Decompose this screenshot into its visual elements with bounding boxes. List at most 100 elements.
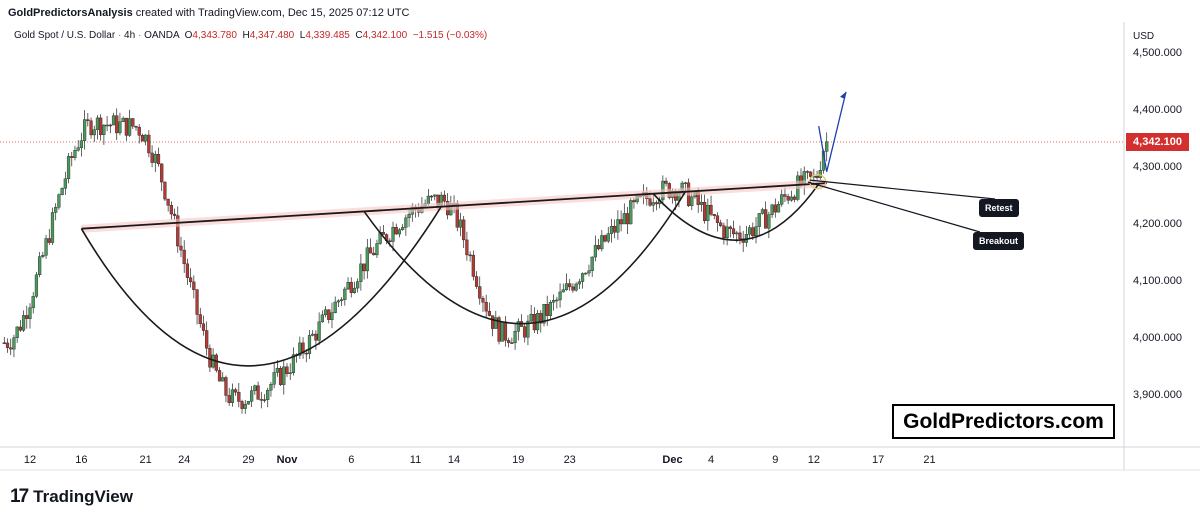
candle-body	[230, 389, 234, 403]
candle-body	[28, 307, 32, 319]
symbol-name: Gold Spot / U.S. Dollar	[14, 30, 116, 41]
cup-curve-left[interactable]	[80, 206, 442, 367]
x-tick-label: 11	[410, 454, 421, 466]
candle-body	[375, 243, 379, 256]
candle-body	[320, 314, 324, 323]
candle-body	[468, 254, 472, 257]
candle-body	[108, 124, 112, 127]
candle-body	[748, 227, 752, 235]
candle-body	[513, 331, 517, 344]
candle-body	[102, 124, 106, 135]
candle-body	[243, 403, 247, 409]
candle-body	[552, 299, 556, 303]
candle-body	[484, 301, 488, 312]
projection-arrow[interactable]	[818, 91, 847, 172]
x-tick-label: 29	[242, 454, 254, 466]
candle-body	[227, 395, 231, 403]
last-price-label: 4,342.100	[1126, 133, 1189, 151]
candle-body	[523, 326, 527, 338]
candle-body	[751, 227, 755, 237]
candle-body	[442, 194, 447, 202]
retest-note[interactable]: Retest	[979, 199, 1019, 217]
candle-body	[275, 367, 279, 373]
x-tick-label: 23	[564, 454, 576, 466]
candle-body	[73, 150, 77, 158]
candle-body	[256, 385, 260, 400]
candle-body	[571, 286, 575, 291]
candle-body	[760, 209, 765, 214]
cup-curve-middle[interactable]	[363, 191, 687, 325]
candle-body	[105, 124, 109, 127]
candle-body	[214, 354, 218, 371]
candle-body	[54, 207, 58, 213]
candle-body	[481, 298, 485, 303]
candle-body	[311, 333, 315, 336]
x-tick-label: 21	[140, 454, 152, 466]
candle-body	[288, 372, 292, 374]
x-tick-label: 24	[178, 454, 190, 466]
candle-body	[266, 389, 270, 400]
candle-body	[825, 141, 829, 152]
candle-body	[95, 117, 100, 130]
publish-header: GoldPredictorsAnalysis created with Trad…	[8, 7, 410, 19]
candle-body	[500, 321, 504, 342]
candle-body	[805, 171, 810, 173]
candle-body	[134, 126, 138, 128]
tradingview-brand[interactable]: 17 TradingView	[10, 486, 133, 508]
candle-body	[349, 282, 353, 293]
candle-body	[269, 384, 273, 391]
candle-body	[262, 399, 267, 401]
candle-body	[291, 354, 296, 373]
candle-body	[471, 254, 475, 277]
candle-body	[706, 204, 710, 221]
retest-pointer	[809, 179, 996, 200]
currency-label[interactable]: USD	[1133, 31, 1155, 42]
candle-body	[2, 342, 6, 344]
candle-body	[156, 154, 161, 165]
candle-body	[397, 229, 402, 235]
candle-body	[124, 117, 128, 136]
candle-body	[568, 283, 572, 288]
candle-body	[365, 247, 369, 272]
candle-body	[340, 299, 344, 301]
candle-body	[240, 401, 244, 409]
candle-body	[529, 314, 533, 322]
candle-body	[561, 289, 565, 293]
breakout-note[interactable]: Breakout	[973, 232, 1025, 250]
candle-body	[738, 232, 742, 240]
candle-body	[545, 304, 549, 316]
candle-body	[47, 238, 51, 243]
candle-body	[86, 119, 90, 122]
candle-body	[179, 245, 183, 251]
candle-body	[401, 227, 405, 230]
neckline[interactable]	[81, 182, 827, 230]
candle-body	[394, 226, 398, 235]
candle-body	[580, 273, 585, 282]
candle-body	[323, 309, 328, 316]
candle-body	[307, 335, 312, 354]
candle-body	[722, 225, 726, 239]
candle-body	[433, 194, 437, 197]
x-tick-label: 4	[708, 454, 714, 466]
candle-body	[89, 120, 93, 136]
symbol-legend[interactable]: Gold Spot / U.S. Dollar · 4h · OANDA O4,…	[14, 30, 488, 41]
y-tick-label: 4,000.000	[1133, 332, 1182, 344]
candle-body	[654, 202, 659, 205]
candle-body	[719, 222, 723, 226]
handle-curve[interactable]	[652, 183, 820, 241]
symbol-source: OANDA	[144, 30, 180, 41]
candle-body	[792, 196, 797, 200]
candle-body	[362, 263, 366, 272]
candle-body	[465, 239, 469, 256]
candle-body	[606, 233, 610, 242]
candle-body	[99, 117, 103, 135]
candle-body	[169, 205, 173, 215]
x-tick-label: 17	[872, 454, 884, 466]
candle-body	[757, 213, 761, 227]
candle-body	[555, 299, 559, 302]
candle-body	[625, 213, 630, 225]
candle-body	[18, 326, 22, 331]
candle-body	[221, 377, 225, 382]
